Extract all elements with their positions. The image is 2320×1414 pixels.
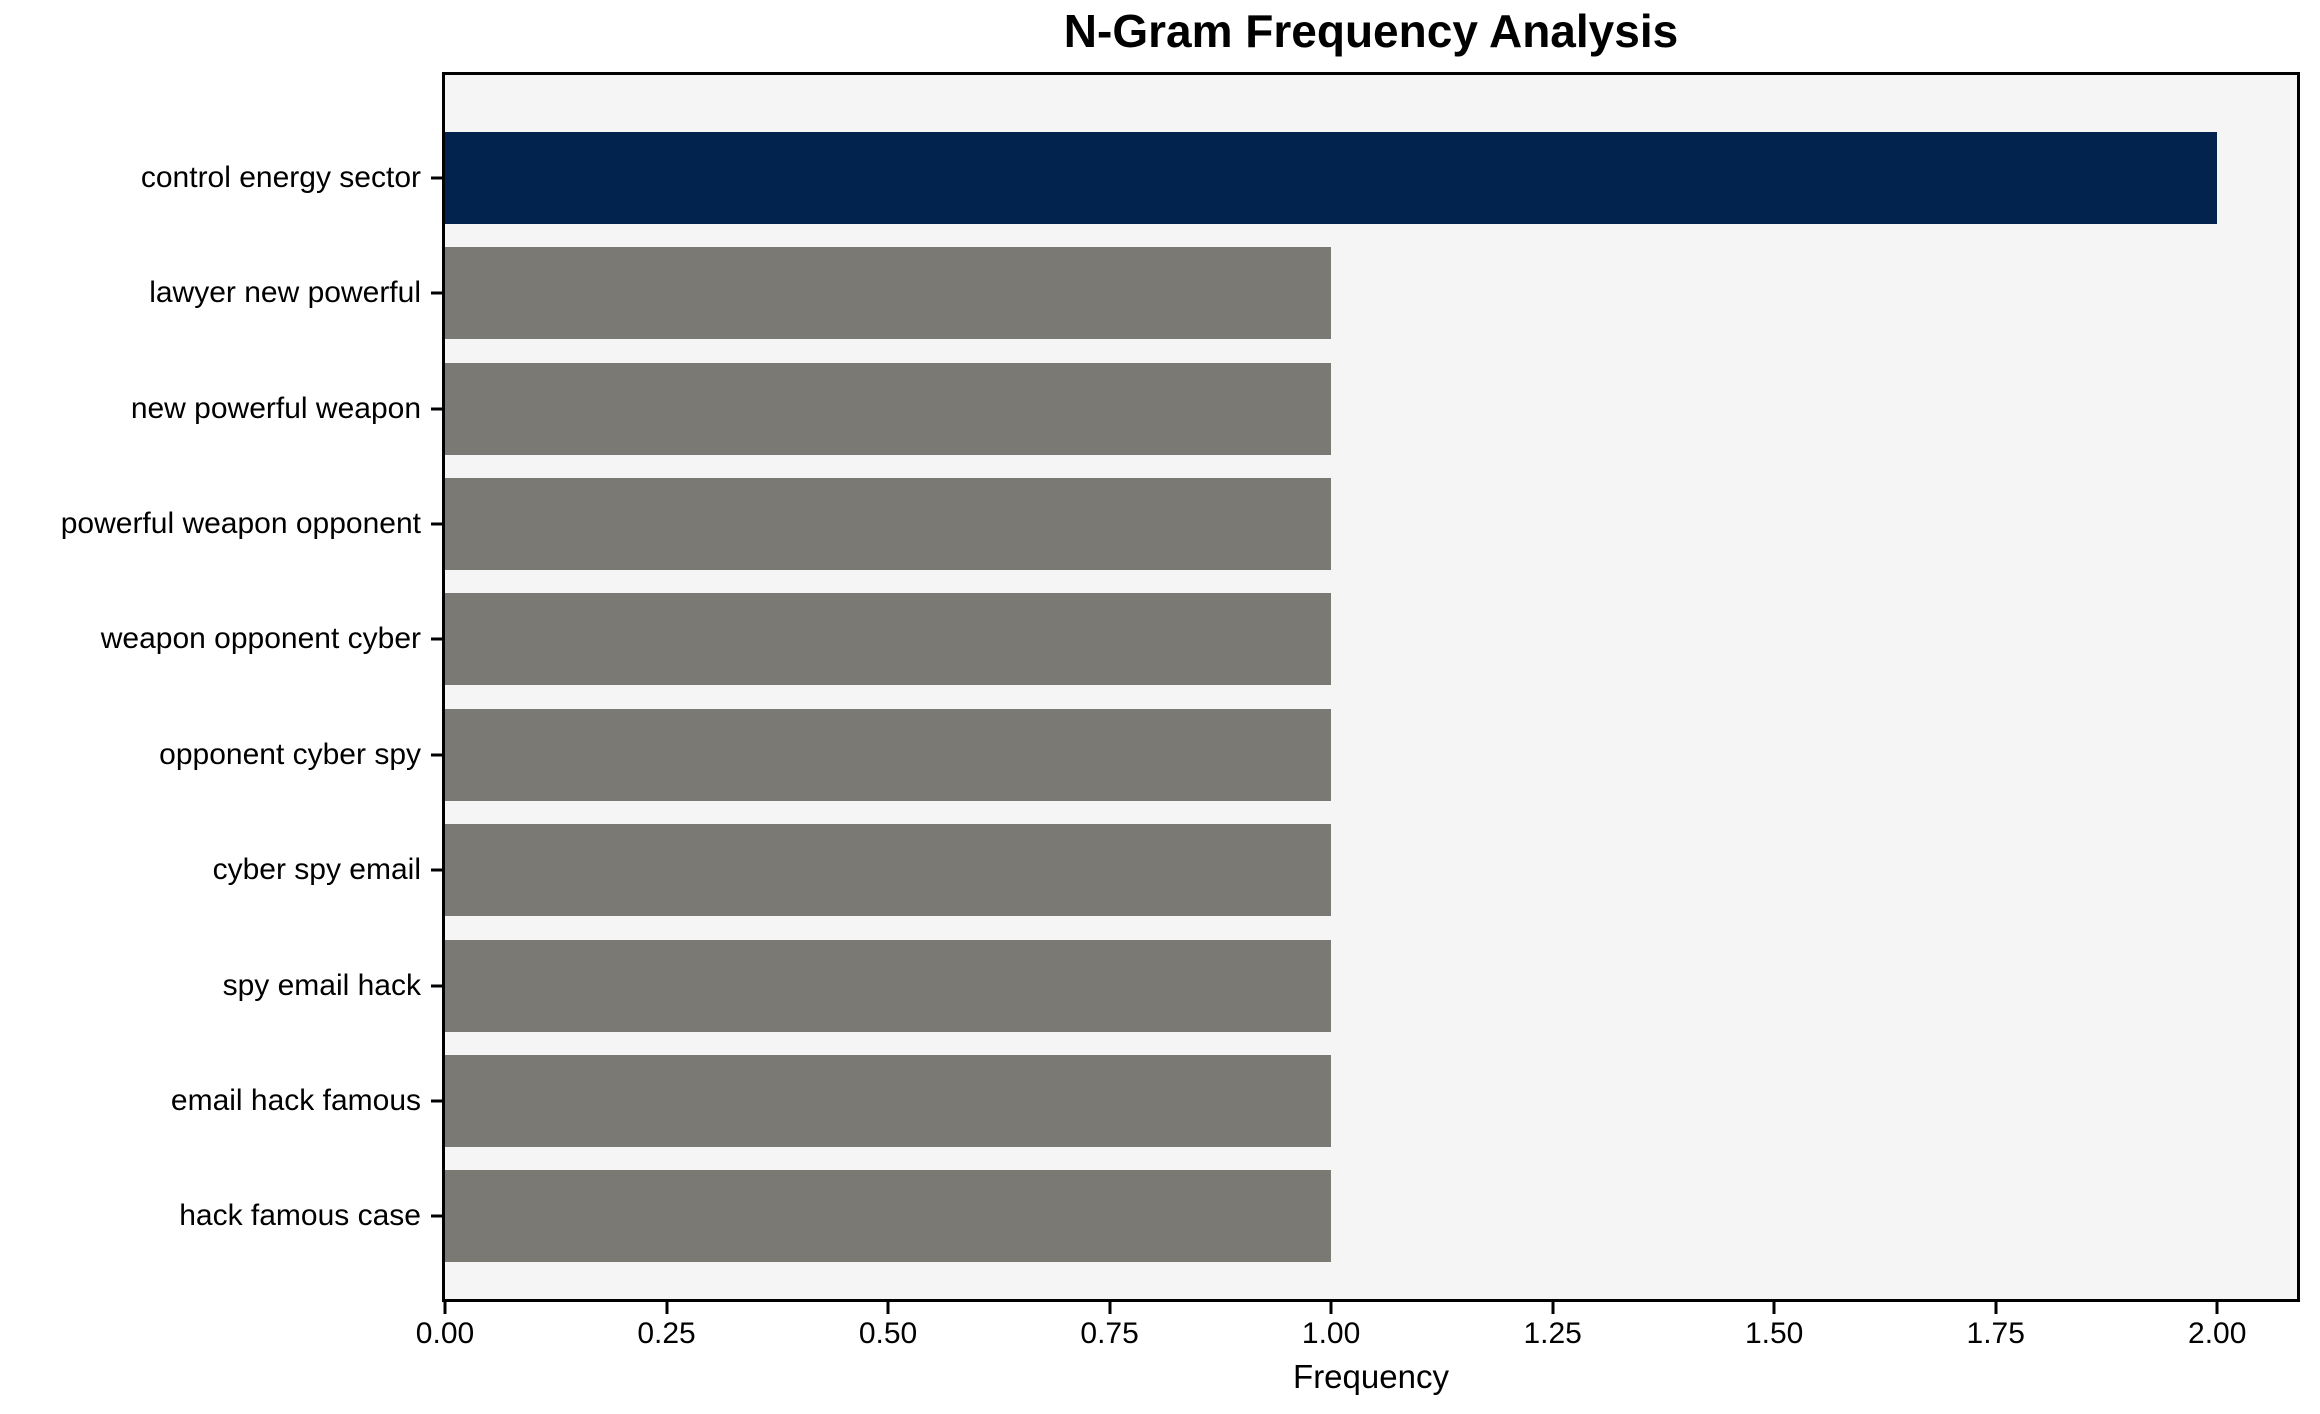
bar — [445, 362, 1332, 455]
y-tick-mark — [431, 407, 442, 411]
x-tick-mark — [2215, 1302, 2219, 1314]
x-tick-mark — [665, 1302, 669, 1314]
x-tick-label: 0.50 — [858, 1317, 918, 1350]
y-tick-label: weapon opponent cyber — [100, 622, 421, 656]
y-tick-mark — [431, 984, 442, 988]
x-tick-mark — [1329, 1302, 1333, 1314]
bar — [445, 131, 2218, 224]
bar-row: hack famous case — [179, 1159, 2297, 1274]
x-tick-mark — [443, 1302, 447, 1314]
x-tick-label: 1.25 — [1523, 1317, 1582, 1350]
bar — [445, 824, 1332, 917]
x-tick-mark — [886, 1302, 890, 1314]
y-tick-label: opponent cyber spy — [159, 737, 421, 771]
x-tick-label: 0.25 — [637, 1317, 696, 1350]
y-tick-label: cyber spy email — [212, 853, 421, 887]
y-tick-mark — [431, 637, 442, 641]
bars-container: control energy sector lawyer new powerful… — [61, 75, 2297, 1299]
y-tick-label: lawyer new powerful — [149, 276, 421, 310]
y-tick-label: email hack famous — [170, 1083, 421, 1117]
y-tick-label: control energy sector — [140, 160, 421, 194]
bar-row: spy email hack — [223, 928, 2297, 1043]
x-tick-label: 2.00 — [2188, 1317, 2247, 1350]
y-tick-label: spy email hack — [222, 968, 421, 1002]
bar — [445, 477, 1332, 570]
x-tick-label: 1.50 — [1744, 1317, 1804, 1350]
bar-row: weapon opponent cyber — [101, 582, 2297, 697]
y-tick-mark — [431, 1214, 442, 1218]
x-axis-label: Frequency — [1293, 1358, 1449, 1395]
bar — [445, 1170, 1332, 1263]
y-tick-mark — [431, 522, 442, 526]
y-tick-mark — [431, 753, 442, 757]
bar-row: new powerful weapon — [131, 351, 2297, 466]
y-tick-mark — [431, 291, 442, 295]
y-tick-mark — [431, 868, 442, 872]
x-tick-mark — [1551, 1302, 1555, 1314]
y-tick-label: hack famous case — [179, 1199, 421, 1233]
x-tick-label: 0.75 — [1080, 1317, 1139, 1350]
bar-row: opponent cyber spy — [159, 697, 2297, 812]
bar-row: cyber spy email — [213, 812, 2297, 927]
bar-row: email hack famous — [171, 1043, 2297, 1158]
x-tick-label: 1.75 — [1966, 1317, 2025, 1350]
bar-row: control energy sector — [141, 120, 2297, 235]
y-tick-mark — [431, 1099, 442, 1103]
x-tick-mark — [1772, 1302, 1776, 1314]
bar — [445, 593, 1332, 686]
bar — [445, 939, 1332, 1032]
bar-row: lawyer new powerful — [149, 235, 2297, 350]
bar — [445, 708, 1332, 801]
bar — [445, 1054, 1332, 1147]
x-tick-mark — [1108, 1302, 1112, 1314]
x-tick-mark — [1994, 1302, 1998, 1314]
plot-area: control energy sector lawyer new powerful… — [61, 72, 2300, 1349]
x-tick-label: 0.00 — [415, 1317, 475, 1350]
y-tick-mark — [431, 176, 442, 180]
y-tick-label: powerful weapon opponent — [60, 506, 421, 540]
chart-title: N-Gram Frequency Analysis — [1063, 5, 1679, 57]
bar — [445, 247, 1332, 340]
bar-row: powerful weapon opponent — [61, 466, 2297, 581]
y-tick-label: new powerful weapon — [130, 391, 421, 425]
x-tick-label: 1.00 — [1301, 1317, 1361, 1350]
